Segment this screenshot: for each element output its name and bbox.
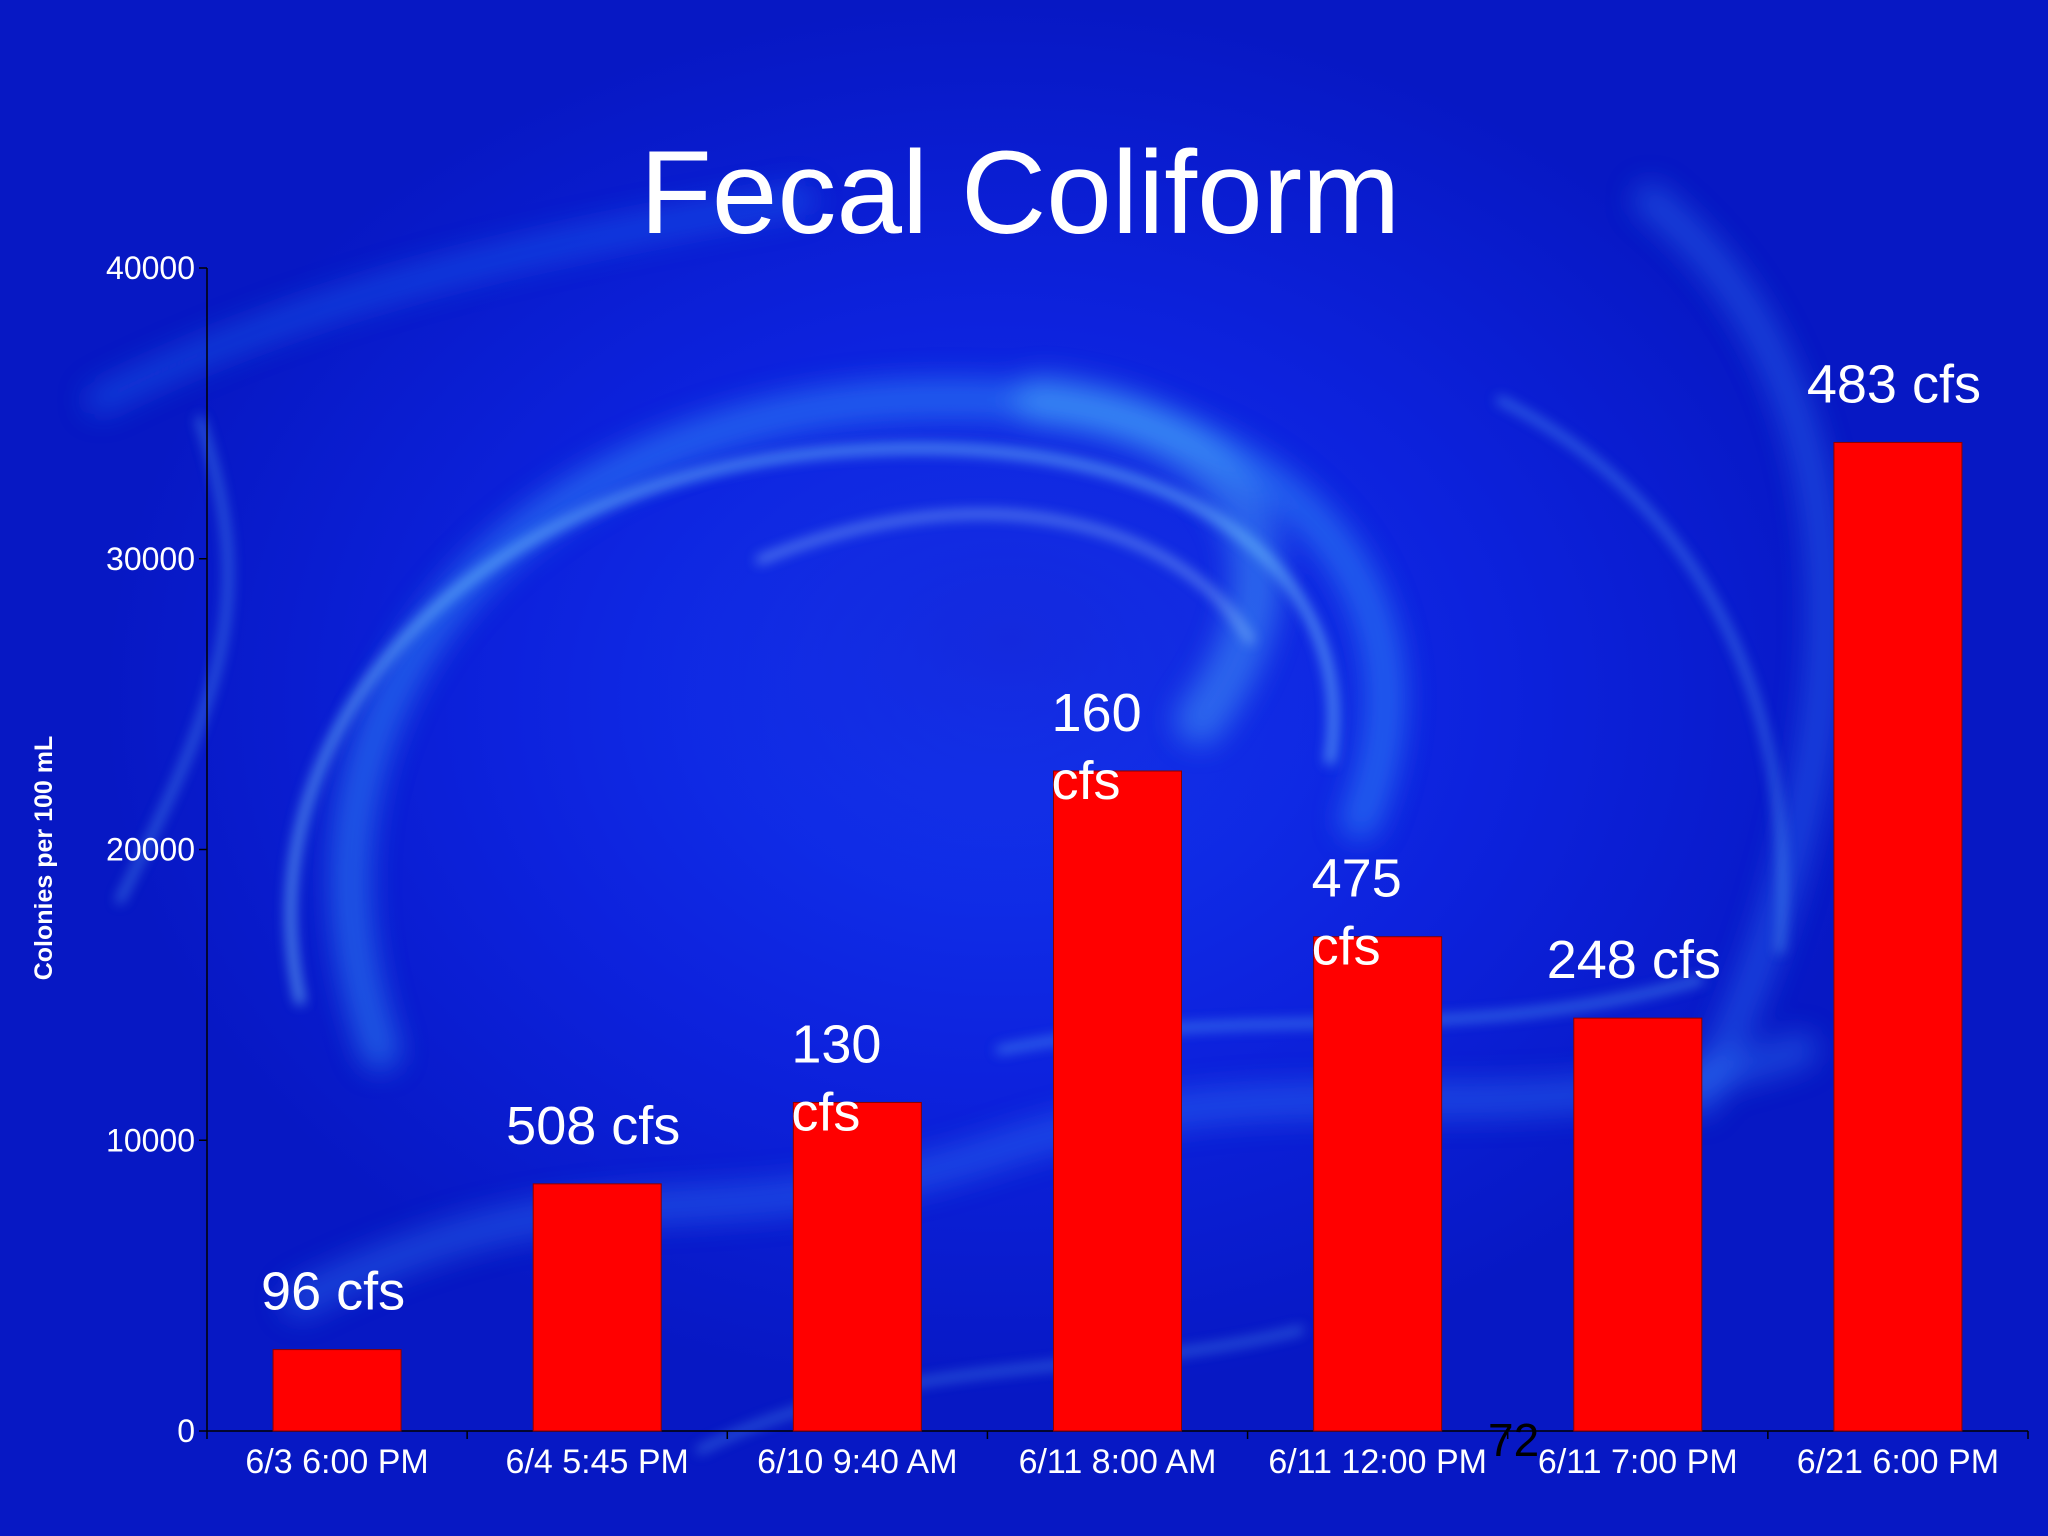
bar-label: 160	[1052, 683, 1142, 743]
y-tick-label: 20000	[106, 832, 195, 868]
bar	[1573, 1017, 1703, 1432]
chart-title: Fecal Coliform	[639, 127, 1401, 259]
bar-labels: 96 cfs 508 cfs 130 cfs 160 cfs 475 cfs 248 cfs 48…	[261, 354, 1981, 1321]
bars	[272, 441, 1963, 1432]
bar-label: 130	[791, 1014, 881, 1074]
slide-number: 72	[1488, 1414, 1540, 1466]
x-axis: 6/3 6:00 PM 6/4 5:45 PM 6/10 9:40 AM 6/11 8…	[206, 1430, 2029, 1481]
bar-label: 508 cfs	[506, 1096, 680, 1156]
y-tick-label: 10000	[106, 1122, 195, 1158]
bar	[532, 1183, 662, 1432]
x-tick-label: 6/11 7:00 PM	[1538, 1443, 1738, 1481]
bar	[1313, 936, 1443, 1432]
y-tick-label: 30000	[106, 541, 195, 577]
bar-label: cfs	[1312, 917, 1381, 977]
bar	[792, 1101, 922, 1432]
bar-label: 248 cfs	[1547, 930, 1721, 990]
bar	[1053, 770, 1182, 1432]
y-axis: 0 10000 20000 30000 40000	[106, 250, 208, 1449]
y-tick-label: 40000	[106, 250, 195, 286]
bar-label: 483 cfs	[1807, 354, 1981, 414]
x-tick-label: 6/11 12:00 PM	[1268, 1443, 1487, 1481]
bar-label: 96 cfs	[261, 1262, 405, 1322]
x-tick-label: 6/11 8:00 AM	[1019, 1443, 1217, 1481]
x-tick-label: 6/4 5:45 PM	[506, 1443, 689, 1481]
x-tick-label: 6/21 6:00 PM	[1797, 1443, 1999, 1481]
bar	[272, 1349, 402, 1432]
x-tick-label: 6/10 9:40 AM	[757, 1443, 957, 1481]
bar-label: cfs	[1052, 751, 1121, 811]
bar	[1833, 441, 1963, 1432]
x-tick-label: 6/3 6:00 PM	[245, 1443, 428, 1481]
bar-label: cfs	[791, 1082, 860, 1142]
y-axis-label: Colonies per 100 mL	[30, 736, 58, 981]
bar-label: 475	[1312, 849, 1402, 909]
y-tick-label: 0	[177, 1413, 195, 1449]
